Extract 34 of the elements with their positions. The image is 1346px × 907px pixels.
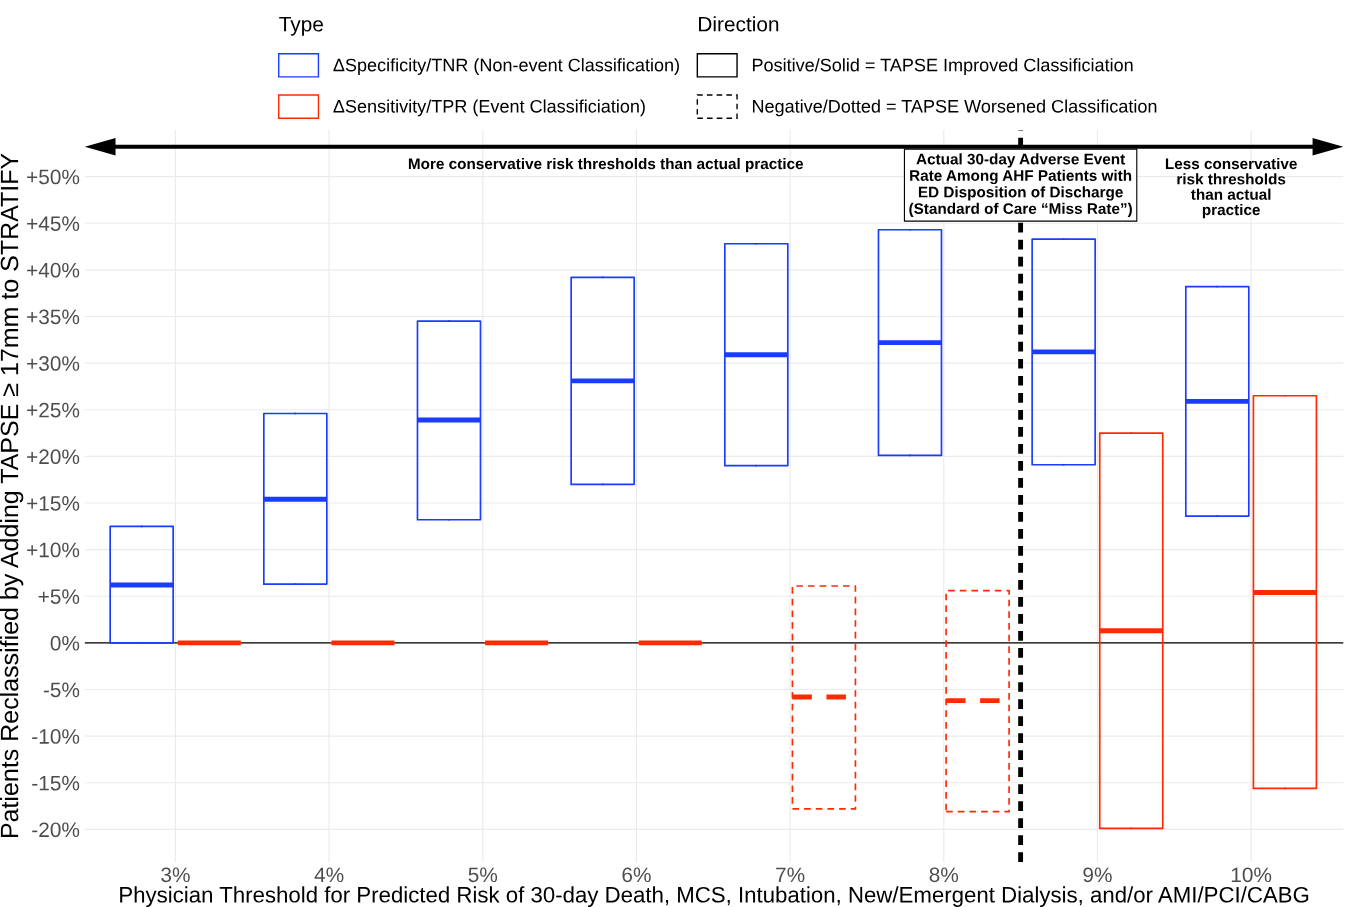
x-tick-label: 9% (1083, 867, 1112, 883)
x-tick-label: 6% (622, 867, 651, 883)
x-tick-label: 4% (314, 867, 344, 883)
y-tick-label: -5% (43, 682, 80, 698)
y-tick-label: +15% (27, 496, 80, 511)
y-tick-label: +30% (27, 356, 80, 371)
y-tick-label: +10% (27, 542, 80, 558)
annotation: More conservative risk thresholds than actual practice (408, 157, 804, 173)
y-tick-label: -20% (32, 822, 80, 838)
y-tick-label: +5% (38, 589, 80, 604)
y-tick-label: +20% (27, 449, 80, 465)
y-tick-label: 0% (50, 635, 80, 651)
text: Positive/Solid = TAPSE Improved Classificiation (752, 58, 1133, 75)
y-tick-label: +45% (27, 216, 80, 231)
x-axis-title: Physician Threshold for Predicted Risk of 30-day Death, MCS, Intubation, New/Emergent Dialysis, and/or AMI/PCI/CABG (120, 886, 1309, 907)
legend-label: ΔSensitivity/TPR (Event Classificiation) (333, 99, 645, 117)
y-axis-title: Patients Reclassified by Adding TAPSE ≥ 17mm to STRATIFY (0, 153, 24, 838)
y-tick-label: +25% (27, 402, 80, 418)
annotation: Less conservative risk thresholds than actual practice (1165, 157, 1297, 219)
y-tick-label: +50% (27, 169, 80, 185)
y-tick-label: +35% (27, 309, 80, 325)
x-tick-label: 8% (929, 867, 959, 883)
y-tick-label: +40% (27, 262, 80, 278)
x-tick-label: 7% (776, 867, 805, 883)
legend-title: Type (279, 17, 323, 36)
y-tick-label: -15% (32, 775, 80, 791)
x-tick-label: 5% (468, 867, 498, 883)
x-tick-label: 10% (1231, 867, 1272, 883)
y-tick-label: -10% (32, 729, 80, 744)
text: Negative/Dotted = TAPSE Worsened Classification (752, 99, 1157, 117)
ref-line-label: Actual 30-day Adverse Event Rate Among AHF Patients with ED Disposition of Discharge (Standard of Care “Miss Rate”) (909, 153, 1132, 218)
x-tick-label: 3% (161, 867, 190, 883)
text: Direction (699, 16, 779, 32)
legend-label: ΔSpecificity/TNR (Non-event Classification) (333, 58, 679, 75)
